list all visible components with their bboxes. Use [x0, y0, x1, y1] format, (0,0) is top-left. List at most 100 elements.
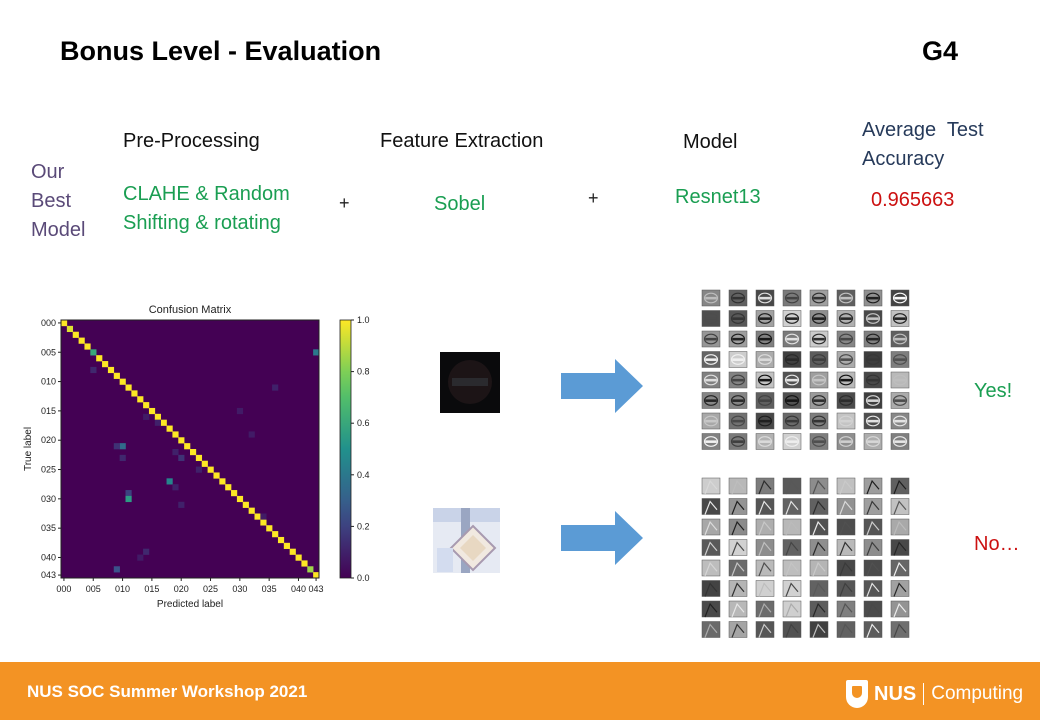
feature-map-pattern	[894, 317, 906, 320]
feature-map-pattern	[703, 436, 719, 447]
best-model-label: Our Best Model	[31, 158, 85, 245]
colorbar-tick-label: 1.0	[357, 315, 370, 325]
feature-map-pattern	[703, 415, 719, 427]
feature-map-tile	[863, 580, 883, 597]
feature-map-tile	[701, 539, 721, 556]
feature-map-pattern	[784, 333, 800, 345]
heatmap-cell	[301, 560, 308, 567]
feature-map-tile	[890, 518, 910, 536]
plus-sign: +	[588, 188, 599, 208]
colorbar-tick-label: 0.2	[357, 521, 370, 531]
heatmap-cell	[190, 449, 197, 456]
feature-map-pattern	[840, 440, 852, 443]
result-no: No…	[974, 533, 1020, 555]
feature-map-pattern	[811, 313, 827, 324]
feature-map-pattern	[867, 419, 879, 423]
feature-map-pattern	[838, 395, 854, 406]
feature-map-pattern	[893, 500, 907, 515]
feature-map-pattern	[812, 582, 826, 597]
feature-map-tile	[782, 600, 802, 618]
feature-map-pattern	[731, 602, 745, 618]
best-model-label-line: Our	[31, 161, 65, 183]
heatmap-cell	[78, 337, 85, 344]
feature-map-pattern	[866, 623, 880, 638]
feature-map-pattern	[839, 582, 853, 597]
feature-map-pattern	[758, 582, 772, 597]
feature-map-pattern	[730, 313, 746, 324]
heatmap-cell	[260, 519, 267, 526]
colorbar: 0.0 0.2 0.4 0.6 0.8 1.0	[339, 315, 370, 583]
feature-map-pattern	[867, 440, 879, 443]
feature-map-pattern	[785, 541, 799, 556]
result-yes: Yes!	[974, 380, 1013, 402]
accuracy-header-line: Accuracy	[862, 148, 945, 170]
feature-map-pattern	[812, 479, 826, 495]
heatmap-cell	[213, 472, 220, 479]
feature-map-pattern	[866, 479, 880, 495]
feature-map-pattern	[784, 292, 800, 304]
feature-map-tile	[701, 498, 721, 515]
feature-map-tile	[782, 621, 802, 638]
feature-map-pattern	[732, 296, 744, 300]
feature-map-pattern	[759, 358, 771, 361]
feature-map-tile	[863, 559, 883, 577]
feature-map-pattern	[730, 354, 746, 365]
heatmap-cell	[96, 355, 103, 362]
feature-map-tile	[890, 498, 910, 515]
feature-map-pattern	[705, 399, 717, 402]
feature-map-pattern	[894, 399, 906, 402]
feature-map-tile	[836, 539, 856, 556]
feature-map-pattern	[759, 378, 771, 382]
feature-map-pattern	[812, 541, 826, 556]
feature-map-pattern	[731, 561, 745, 577]
group-label: G4	[922, 36, 959, 66]
heatmap-cell	[283, 542, 290, 549]
feature-maps-priority-road	[701, 477, 910, 638]
feature-map-tile	[728, 518, 748, 536]
feature-map-pattern	[865, 374, 881, 386]
heatmap-cell	[184, 443, 191, 450]
feature-map-pattern	[705, 337, 717, 341]
feature-map-tile	[728, 621, 748, 638]
heatmap-cell	[207, 466, 214, 473]
feature-map-pattern	[730, 292, 746, 304]
feature-map-pattern	[894, 440, 906, 443]
feature-map-pattern	[785, 561, 799, 577]
feature-map-pattern	[866, 582, 880, 597]
feature-extraction-value: Sobel	[434, 193, 486, 215]
heatmap-cell	[154, 413, 161, 420]
feature-map-pattern	[839, 479, 853, 495]
feature-map-tile	[863, 518, 883, 536]
feature-map-pattern	[786, 419, 798, 423]
heatmap-cell	[131, 390, 138, 397]
feature-map-tile	[728, 580, 748, 597]
heatmap-cell	[113, 372, 120, 379]
feature-map-tile	[809, 559, 829, 577]
feature-map-pattern	[704, 520, 718, 536]
feature-map-pattern	[866, 561, 880, 577]
feature-map-pattern	[867, 296, 879, 300]
feature-map-pattern	[732, 378, 744, 382]
feature-map-pattern	[840, 296, 852, 300]
feature-map-pattern	[757, 395, 773, 406]
preprocessing-value: CLAHE & Random Shifting & rotating	[123, 180, 290, 238]
heatmap-cell	[248, 431, 255, 438]
feature-map-pattern	[866, 602, 880, 618]
feature-map-pattern	[893, 520, 907, 536]
x-tick-label: 005	[86, 584, 101, 594]
feature-map-pattern	[839, 623, 853, 638]
heatmap-cell	[313, 572, 320, 579]
feature-map-pattern	[757, 374, 773, 386]
colorbar-tick-label: 0.6	[357, 418, 370, 428]
heatmap-cell	[272, 384, 279, 391]
heatmap-cell	[295, 554, 302, 561]
x-tick-labels: 000 005 010 015 020 025 030 035 040 043	[56, 578, 324, 594]
feature-map-pattern	[704, 479, 718, 495]
feature-map-tile	[755, 621, 775, 638]
feature-map-pattern	[757, 436, 773, 447]
feature-map-pattern	[892, 354, 908, 365]
heatmap-cell	[272, 531, 279, 538]
best-model-label-line: Model	[31, 219, 86, 241]
feature-map-pattern	[730, 436, 746, 447]
feature-map-pattern	[758, 602, 772, 618]
